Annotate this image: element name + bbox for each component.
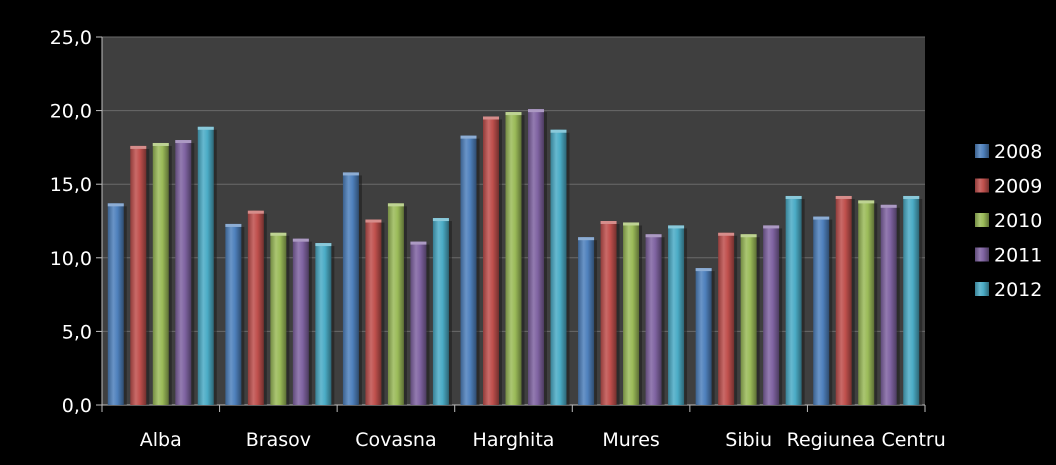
- bar-2010-regiunea-centru: [858, 200, 875, 405]
- x-category-label: Alba: [140, 429, 182, 451]
- bar-2010-harghita: [505, 112, 522, 406]
- x-category-label: Mures: [602, 429, 659, 451]
- bar-cap: [483, 116, 499, 120]
- bar-cap: [903, 195, 920, 199]
- bar-cap: [623, 222, 640, 226]
- x-category-label: Sibiu: [725, 429, 772, 451]
- y-tick-label: 15,0: [50, 174, 92, 196]
- legend-swatch-2011: [975, 247, 989, 262]
- bar-2008-sibiu: [695, 268, 712, 405]
- x-category-label: Covasna: [355, 429, 436, 451]
- x-category-label: Brasov: [246, 429, 311, 451]
- bar-cap: [432, 218, 449, 222]
- bar-2012-brasov: [315, 243, 332, 405]
- bar-2009-harghita: [483, 116, 499, 405]
- bar-cap: [365, 219, 382, 223]
- bar-cap: [247, 210, 264, 214]
- bar-cap: [695, 268, 712, 272]
- legend-label-2009: 2009: [994, 176, 1042, 198]
- bar-cap: [668, 225, 685, 229]
- bar-cap: [785, 195, 802, 199]
- bar-cap: [505, 112, 522, 116]
- bar-cap: [130, 145, 147, 149]
- bar-cap: [460, 135, 477, 139]
- bar-2009-covasna: [365, 219, 382, 405]
- bar-cap: [387, 203, 404, 207]
- bar-cap: [225, 223, 242, 227]
- bar-2009-regiunea-centru: [835, 195, 852, 405]
- bar-2012-harghita: [550, 129, 567, 405]
- bar-2012-alba: [197, 126, 214, 406]
- legend-swatch-2010: [975, 213, 989, 227]
- legend-swatch-2008: [975, 144, 989, 158]
- bar-2008-mures: [578, 237, 595, 405]
- bar-2008-covasna: [342, 172, 359, 405]
- bar-cap: [197, 126, 214, 130]
- bar-cap: [880, 204, 897, 208]
- legend-label-2010: 2010: [994, 210, 1042, 232]
- bar-2009-sibiu: [718, 232, 735, 405]
- bar-cap: [410, 241, 427, 245]
- bar-2010-mures: [623, 222, 640, 405]
- bar-2008-brasov: [225, 223, 242, 405]
- bar-2010-covasna: [387, 203, 404, 405]
- bar-cap: [763, 225, 780, 229]
- y-tick-label: 5,0: [62, 321, 92, 343]
- bar-2010-sibiu: [740, 234, 757, 405]
- legend-label-2008: 2008: [994, 141, 1042, 163]
- y-tick-label: 0,0: [62, 395, 92, 417]
- legend-swatch-2012: [975, 282, 989, 296]
- bar-cap: [292, 238, 309, 242]
- bar-2011-harghita: [528, 109, 544, 406]
- legend-swatch-2009: [975, 178, 989, 193]
- bar-2010-brasov: [270, 232, 287, 405]
- bar-2010-alba: [152, 142, 169, 405]
- x-category-label: Harghita: [473, 429, 555, 451]
- bar-cap: [270, 232, 287, 236]
- bar-2011-covasna: [410, 241, 427, 405]
- bar-cap: [107, 203, 124, 207]
- bar-2009-brasov: [247, 210, 264, 405]
- bar-2008-harghita: [460, 135, 477, 405]
- bar-cap: [578, 237, 595, 241]
- legend-label-2011: 2011: [994, 245, 1042, 267]
- bar-cap: [740, 234, 757, 238]
- legend-label-2012: 2012: [994, 279, 1042, 301]
- bar-2011-regiunea-centru: [880, 204, 897, 405]
- bar-cap: [858, 200, 875, 204]
- bar-2012-regiunea-centru: [903, 195, 920, 405]
- bar-2011-brasov: [292, 238, 309, 405]
- bar-cap: [718, 232, 735, 236]
- y-tick-label: 25,0: [50, 27, 92, 49]
- y-tick-label: 20,0: [50, 101, 92, 123]
- x-category-label: Regiunea Centru: [787, 429, 946, 451]
- bar-cap: [175, 140, 192, 144]
- bar-2009-alba: [130, 145, 147, 406]
- bar-2008-alba: [107, 203, 124, 405]
- bar-cap: [813, 216, 830, 220]
- bar-2008-regiunea-centru: [813, 216, 830, 405]
- bar-2012-mures: [668, 225, 685, 405]
- bar-cap: [528, 109, 544, 113]
- bar-cap: [600, 221, 617, 224]
- bar-cap: [152, 142, 169, 146]
- bar-2012-sibiu: [785, 195, 802, 405]
- bar-cap: [645, 234, 662, 238]
- y-tick-label: 10,0: [50, 248, 92, 270]
- bar-2011-sibiu: [763, 225, 780, 405]
- bar-2011-alba: [175, 140, 192, 406]
- bar-cap: [315, 243, 332, 247]
- bar-cap: [835, 195, 852, 199]
- bar-2011-mures: [645, 234, 662, 405]
- bar-2012-covasna: [432, 218, 449, 405]
- bar-2009-mures: [600, 221, 617, 405]
- bar-cap: [342, 172, 359, 176]
- bar-cap: [550, 129, 567, 133]
